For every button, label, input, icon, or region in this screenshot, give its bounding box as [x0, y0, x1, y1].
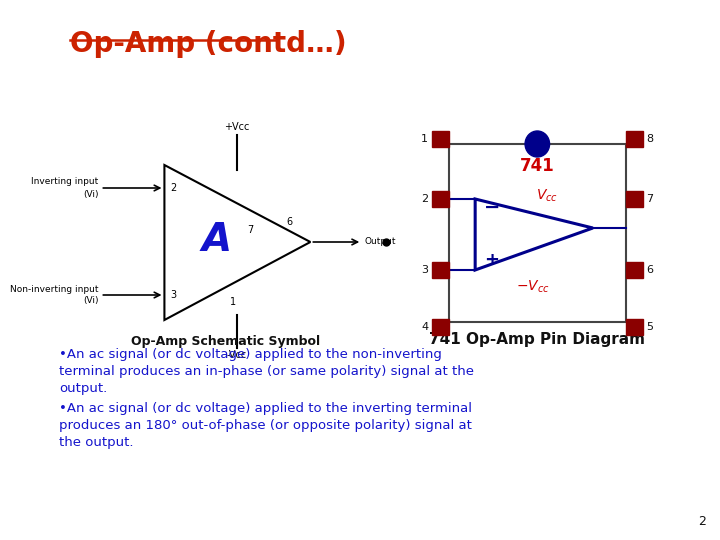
Text: A: A — [201, 221, 231, 259]
Text: 5: 5 — [647, 322, 654, 332]
Text: -Vcc: -Vcc — [227, 350, 247, 360]
Text: output.: output. — [59, 382, 107, 395]
Text: +Vcc: +Vcc — [224, 122, 250, 132]
Text: 8: 8 — [647, 134, 654, 144]
Text: •An ac signal (or dc voltage) applied to the inverting terminal: •An ac signal (or dc voltage) applied to… — [59, 402, 472, 415]
Text: 741 Op-Amp Pin Diagram: 741 Op-Amp Pin Diagram — [429, 332, 645, 347]
Text: 2: 2 — [698, 515, 706, 528]
Text: produces an 180° out-of-phase (or opposite polarity) signal at: produces an 180° out-of-phase (or opposi… — [59, 419, 472, 432]
Text: 7: 7 — [247, 225, 253, 235]
Text: 741: 741 — [520, 157, 554, 175]
Text: 3: 3 — [170, 290, 176, 300]
Text: Op-Amp Schematic Symbol: Op-Amp Schematic Symbol — [131, 335, 320, 348]
Text: 1: 1 — [230, 297, 236, 307]
Text: Non-inverting input: Non-inverting input — [10, 285, 99, 294]
Text: 7: 7 — [647, 194, 654, 204]
Bar — [432, 191, 449, 207]
Text: (Vi): (Vi) — [83, 190, 99, 199]
Bar — [626, 131, 643, 147]
Text: terminal produces an in-phase (or same polarity) signal at the: terminal produces an in-phase (or same p… — [59, 365, 474, 378]
Bar — [449, 144, 626, 322]
Bar — [432, 319, 449, 335]
Text: Inverting input: Inverting input — [31, 178, 99, 186]
Circle shape — [525, 131, 549, 157]
Text: 6: 6 — [647, 265, 654, 275]
Text: Output: Output — [364, 238, 395, 246]
Text: 6: 6 — [287, 217, 293, 227]
Text: 2: 2 — [421, 194, 428, 204]
Text: $V_{cc}$: $V_{cc}$ — [536, 188, 558, 204]
Bar — [432, 131, 449, 147]
Text: 4: 4 — [421, 322, 428, 332]
Text: $-V_{cc}$: $-V_{cc}$ — [516, 279, 549, 295]
Text: 1: 1 — [421, 134, 428, 144]
Bar — [626, 262, 643, 278]
Text: −: − — [484, 198, 500, 217]
Text: +: + — [485, 251, 500, 269]
Text: •An ac signal (or dc voltage) applied to the non-inverting: •An ac signal (or dc voltage) applied to… — [59, 348, 442, 361]
Text: Op-Amp (contd…): Op-Amp (contd…) — [71, 30, 347, 58]
Text: 2: 2 — [170, 183, 176, 193]
Bar — [626, 191, 643, 207]
Text: the output.: the output. — [59, 436, 133, 449]
Bar — [432, 262, 449, 278]
Text: 3: 3 — [421, 265, 428, 275]
Bar — [626, 319, 643, 335]
Text: (Vi): (Vi) — [83, 296, 99, 306]
